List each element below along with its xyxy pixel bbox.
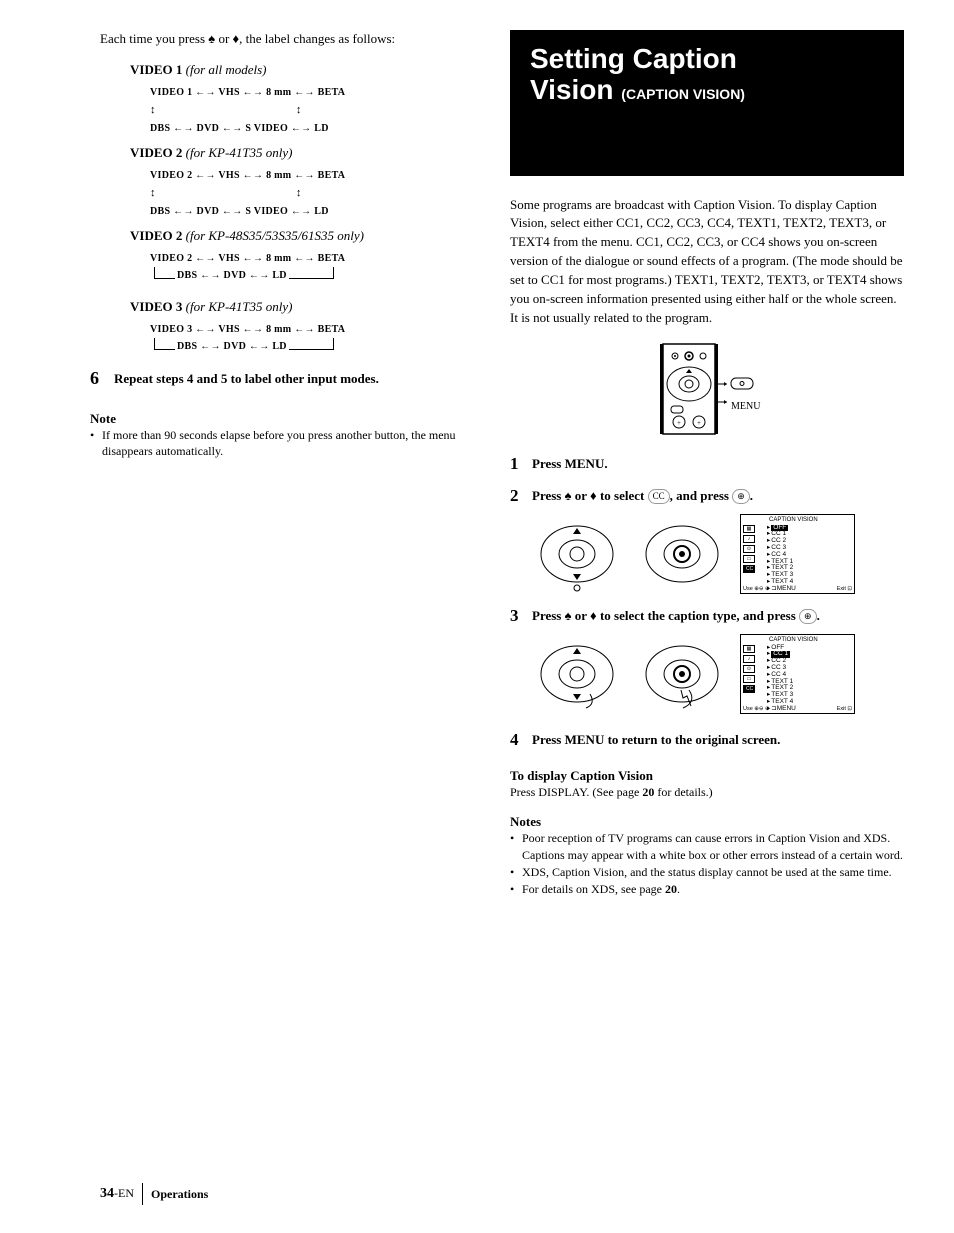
cc-icon: CC [648,489,670,504]
dpad-updown-icon [530,634,625,714]
video2a-block: VIDEO 2 (for KP-41T35 only) VIDEO 2 ←→ V… [100,145,470,220]
svg-text:+: + [697,419,701,427]
notes-item: •XDS, Caption Vision, and the status dis… [510,864,904,881]
step-6: 6 Repeat steps 4 and 5 to label other in… [90,368,470,389]
step2-num: 2 [510,486,532,506]
display-cv-heading: To display Caption Vision [510,768,904,784]
step-1: 1 Press MENU. [510,454,904,474]
page-number: 34 [100,1186,114,1201]
step-4: 4 Press MENU to return to the original s… [510,730,904,750]
dpad-center-icon [635,514,730,594]
title-line1: Setting Caption [530,44,884,75]
right-column: Setting Caption Vision (CAPTION VISION) … [510,30,904,897]
left-column: Each time you press ♠ or ♦, the label ch… [100,30,470,897]
updown-arrow-icon: ↕ [296,101,302,120]
video2b-models: (for KP-48S35/53S35/61S35 only) [186,228,364,243]
note-item: • If more than 90 seconds elapse before … [90,427,470,461]
menu-side-icon: ♪ [743,535,755,543]
enter-icon: ⊕ [799,609,817,624]
menu-side-icon: CC [743,685,755,693]
menu-side-icon: ▭ [743,675,755,683]
dpad-center-press-icon [635,634,730,714]
note-heading: Note [90,411,470,427]
display-cv-text: Press DISPLAY. (See page 20 for details.… [510,784,904,801]
caption-vision-paragraph: Some programs are broadcast with Caption… [510,196,904,328]
svg-text:MENU: MENU [731,401,761,412]
remote-icon: + + MENU [627,342,787,437]
step6-text: Repeat steps 4 and 5 to label other inpu… [114,368,379,388]
title-line2a: Vision [530,74,614,105]
video2b-row2: DBS ←→ DVD ←→ LD [175,267,289,284]
video3-block: VIDEO 3 (for KP-41T35 only) VIDEO 3 ←→ V… [100,299,470,350]
intro-text: Each time you press ♠ or ♦, the label ch… [100,30,470,48]
video3-row1: VIDEO 3 ←→ VHS ←→ 8 mm ←→ BETA [150,321,470,338]
footer-section: Operations [151,1187,208,1202]
video1-heading: VIDEO 1 [130,62,182,77]
video2a-row1: VIDEO 2 ←→ VHS ←→ 8 mm ←→ BETA [150,167,470,184]
notes-item: •Poor reception of TV programs can cause… [510,830,904,864]
onscreen-menu-2: CAPTION VISION ▦ ♪ ⊙ ▭ CC ▸OFF▸CC 1▸CC 2… [740,634,855,714]
updown-arrow-icon: ↕ [296,184,302,203]
page-footer: 34-EN Operations [100,1183,208,1205]
step2-images: CAPTION VISION ▦ ♪ ⊙ ▭ CC ▸OFF▸CC 1▸CC 2… [530,514,904,594]
video1-row1: VIDEO 1 ←→ VHS ←→ 8 mm ←→ BETA [150,84,470,101]
notes-item: •For details on XDS, see page 20. [510,881,904,898]
video2a-row2: DBS ←→ DVD ←→ S VIDEO ←→ LD [150,203,470,220]
dpad-updown-icon [530,514,625,594]
menu-side-icon: ⊙ [743,545,755,553]
page-suffix: -EN [114,1186,134,1200]
updown-arrow-icon: ↕ [150,184,156,203]
step-2: 2 Press ♠ or ♦ to select CC, and press ⊕… [510,486,904,506]
step4-text: Press MENU to return to the original scr… [532,730,780,749]
note1-text: If more than 90 seconds elapse before yo… [102,427,470,461]
menu-side-icon: ▦ [743,525,755,533]
step3-num: 3 [510,606,532,626]
video3-heading: VIDEO 3 [130,299,182,314]
updown-arrow-icon: ↕ [150,101,156,120]
video2b-heading: VIDEO 2 [130,228,182,243]
enter-icon: ⊕ [732,489,750,504]
menu-side-icon: ▦ [743,645,755,653]
menu-side-icon: ♪ [743,655,755,663]
step2-text: Press ♠ or ♦ to select CC, and press ⊕. [532,486,753,505]
onscreen-menu-1: CAPTION VISION ▦ ♪ ⊙ ▭ CC ▸OFF▸CC 1▸CC 2… [740,514,855,594]
menu-side-icon: ▭ [743,555,755,563]
video1-models: (for all models) [186,62,267,77]
menu-side-icon: ⊙ [743,665,755,673]
step3-text: Press ♠ or ♦ to select the caption type,… [532,606,820,625]
step3-images: CAPTION VISION ▦ ♪ ⊙ ▭ CC ▸OFF▸CC 1▸CC 2… [530,634,904,714]
step-3: 3 Press ♠ or ♦ to select the caption typ… [510,606,904,626]
title-box: Setting Caption Vision (CAPTION VISION) [510,30,904,176]
video3-row2: DBS ←→ DVD ←→ LD [175,338,289,355]
video2a-heading: VIDEO 2 [130,145,182,160]
video2b-row1: VIDEO 2 ←→ VHS ←→ 8 mm ←→ BETA [150,250,470,267]
notes-heading: Notes [510,814,904,830]
menu-side-icon: CC [743,565,755,573]
svg-text:+: + [677,419,681,427]
step4-num: 4 [510,730,532,750]
remote-diagram: + + MENU [510,342,904,442]
step1-text: Press MENU. [532,454,608,473]
step6-num: 6 [90,368,114,389]
title-line2b: (CAPTION VISION) [621,86,745,102]
video1-block: VIDEO 1 (for all models) VIDEO 1 ←→ VHS … [100,62,470,137]
video3-models: (for KP-41T35 only) [186,299,293,314]
video2a-models: (for KP-41T35 only) [186,145,293,160]
video2b-block: VIDEO 2 (for KP-48S35/53S35/61S35 only) … [100,228,470,279]
video1-row2: DBS ←→ DVD ←→ S VIDEO ←→ LD [150,120,470,137]
step1-num: 1 [510,454,532,474]
footer-divider [142,1183,143,1205]
